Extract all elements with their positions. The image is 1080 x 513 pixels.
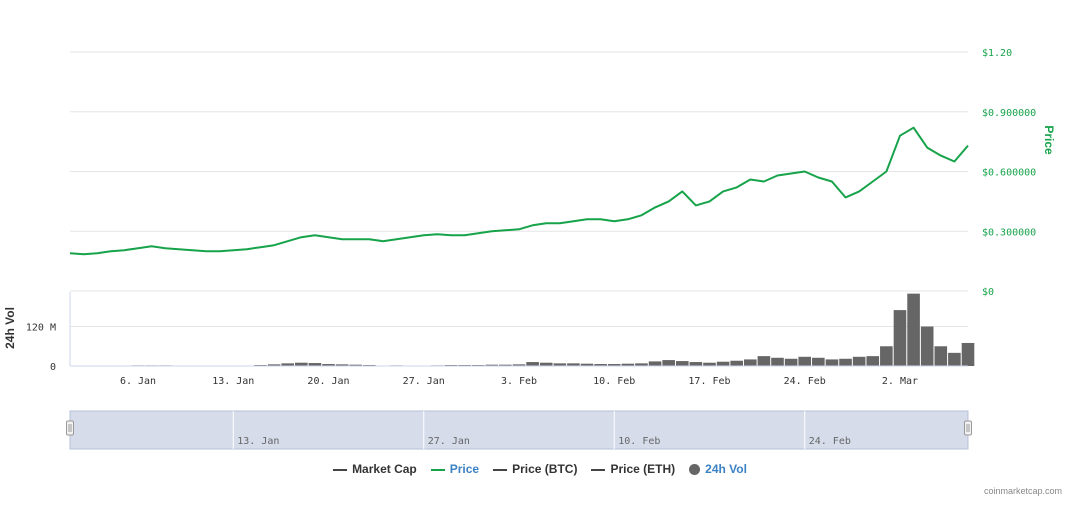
volume-bar [675, 361, 689, 366]
legend-line-icon [430, 468, 445, 471]
price-line [69, 126, 969, 256]
volume-bar [744, 359, 757, 366]
volume-bar [594, 364, 607, 366]
legend: Market Cap Price Price (BTC) Price (ETH) 24h… [0, 462, 1080, 476]
volume-bar [689, 362, 703, 366]
grid [70, 51, 968, 328]
legend-item-price-btc[interactable]: Price (BTC) [493, 462, 577, 476]
volume-bar [553, 363, 567, 366]
legend-item-price[interactable]: Price [430, 462, 480, 476]
volume-bar [349, 364, 363, 366]
x-tick-label: 6. Jan [120, 376, 156, 387]
volume-bar [607, 364, 621, 366]
price-tick-label: $0.900000 [982, 108, 1036, 119]
legend-item-24h-vol[interactable]: 24h Vol [689, 462, 747, 476]
credit-label: coinmarketcap.com [983, 486, 1062, 496]
volume-bar [771, 357, 784, 366]
navigator[interactable]: 13. Jan 27. Jan 10. Feb 24. Feb [66, 410, 972, 450]
volume-bar [784, 358, 798, 366]
x-tick-label: 10. Feb [593, 376, 635, 387]
volume-bar [798, 356, 812, 366]
axes: $1.20 $0.900000 $0.600000 $0.300000 $0 Price 1… [3, 48, 1056, 387]
volume-bar [703, 362, 716, 366]
navigator-label: 24. Feb [809, 436, 851, 447]
volume-bar [335, 364, 349, 366]
x-tick-label: 24. Feb [784, 376, 826, 387]
volume-bar [825, 359, 839, 366]
price-tick-label: $0 [982, 287, 994, 298]
legend-dot-icon [689, 464, 701, 476]
legend-line-icon [493, 468, 508, 471]
legend-label: Market Cap [352, 462, 417, 476]
x-tick-label: 2. Mar [882, 376, 918, 387]
legend-item-market-cap[interactable]: Market Cap [333, 462, 417, 476]
legend-label: Price (BTC) [512, 462, 578, 476]
volume-bar [499, 364, 512, 366]
price-tick-label: $1.20 [982, 48, 1012, 59]
navigator-handle-right[interactable] [964, 420, 972, 436]
volume-bar [757, 356, 771, 366]
price-tick-label: $0.600000 [982, 168, 1036, 179]
volume-bar [267, 364, 281, 366]
volume-bar [948, 352, 961, 366]
volume-bar [526, 362, 539, 366]
legend-label: Price (ETH) [610, 462, 676, 476]
volume-bar [839, 358, 852, 366]
x-tick-label: 27. Jan [403, 376, 445, 387]
legend-label: Price [449, 462, 480, 476]
price-series [69, 126, 969, 256]
volume-bar [281, 363, 294, 366]
volume-bar [635, 363, 648, 366]
volume-bar [716, 361, 730, 366]
volume-bar [567, 363, 580, 366]
navigator-label: 13. Jan [237, 436, 279, 447]
volume-bar [322, 364, 335, 366]
legend-label: 24h Vol [705, 462, 747, 476]
legend-line-icon [333, 468, 348, 471]
price-tick-label: $0.300000 [982, 227, 1036, 238]
volume-bar [920, 326, 934, 366]
volume-bar [880, 346, 893, 366]
volume-tick-label: 120 M [26, 323, 56, 334]
volume-bar [308, 363, 322, 366]
volume-bar [934, 346, 948, 366]
navigator-handle-left[interactable] [66, 420, 74, 436]
price-axis-title: Price [1042, 125, 1056, 155]
volume-bar [961, 342, 975, 366]
volume-bar [512, 364, 526, 366]
volume-bar [295, 362, 308, 366]
volume-bar [485, 364, 499, 366]
volume-bar [907, 293, 920, 366]
legend-item-price-eth[interactable]: Price (ETH) [591, 462, 675, 476]
volume-bar [648, 361, 662, 366]
volume-bar [812, 357, 825, 366]
volume-bar [893, 310, 907, 366]
volume-axis-title: 24h Vol [3, 307, 17, 349]
volume-bar [621, 363, 635, 366]
navigator-label: 10. Feb [618, 436, 660, 447]
volume-bar [866, 356, 880, 366]
volume-bar [580, 363, 594, 366]
x-tick-label: 3. Feb [501, 376, 537, 387]
x-tick-label: 17. Feb [688, 376, 730, 387]
volume-tick-label: 0 [50, 362, 56, 373]
volume-bar [662, 360, 675, 366]
volume-bar [852, 356, 866, 366]
x-tick-label: 13. Jan [212, 376, 254, 387]
navigator-label: 27. Jan [428, 436, 470, 447]
legend-line-icon [591, 468, 606, 471]
volume-bars [131, 293, 975, 366]
x-tick-label: 20. Jan [307, 376, 349, 387]
navigator-range[interactable] [69, 410, 969, 450]
volume-bar [730, 360, 743, 366]
volume-bar [539, 362, 553, 366]
